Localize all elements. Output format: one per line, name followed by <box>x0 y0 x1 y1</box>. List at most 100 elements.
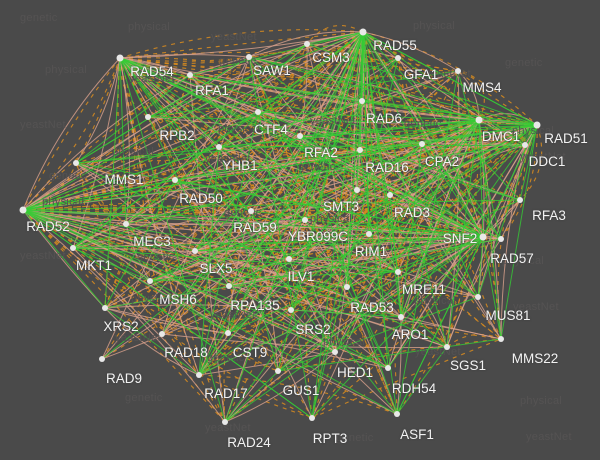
graph-node-label-rad50[interactable]: RAD50 <box>179 191 223 206</box>
graph-node-label-rad57[interactable]: RAD57 <box>490 251 534 266</box>
graph-node-label-aro1[interactable]: ARO1 <box>391 327 429 342</box>
graph-node-rad55[interactable] <box>359 28 367 36</box>
graph-node-label-ilv1[interactable]: ILV1 <box>287 269 315 284</box>
graph-node-label-rim1[interactable]: RIM1 <box>354 244 388 259</box>
graph-node-label-srs2[interactable]: SRS2 <box>295 322 331 337</box>
graph-node-cst9[interactable] <box>225 330 231 336</box>
graph-node-mms22[interactable] <box>498 336 504 342</box>
graph-node-rad24[interactable] <box>222 419 228 425</box>
graph-node-label-ddc1[interactable]: DDC1 <box>528 154 566 169</box>
graph-node-ybr099c[interactable] <box>302 217 308 223</box>
graph-node-label-msh6[interactable]: MSH6 <box>159 292 197 307</box>
graph-node-cpa2[interactable] <box>419 141 425 147</box>
graph-node-rad57[interactable] <box>498 236 504 242</box>
graph-node-label-gus1[interactable]: GUS1 <box>282 383 320 398</box>
graph-node-label-rad54[interactable]: RAD54 <box>130 64 174 79</box>
graph-node-label-rad59[interactable]: RAD59 <box>233 220 277 235</box>
graph-node-label-xrs2[interactable]: XRS2 <box>103 319 139 334</box>
graph-node-label-rad3[interactable]: RAD3 <box>393 205 431 220</box>
graph-node-ctf4[interactable] <box>255 109 261 115</box>
graph-node-label-rad16[interactable]: RAD16 <box>365 160 409 175</box>
graph-node-smt3[interactable] <box>354 187 360 193</box>
graph-node-rpt3[interactable] <box>309 415 315 421</box>
graph-node-ddc1[interactable] <box>522 142 528 148</box>
graph-node-label-rdh54[interactable]: RDH54 <box>391 381 437 396</box>
graph-node-rad9[interactable] <box>99 356 105 362</box>
graph-node-label-rad52[interactable]: RAD52 <box>26 219 70 234</box>
graph-node-label-cst9[interactable]: CST9 <box>232 345 268 360</box>
graph-node-label-rad55[interactable]: RAD55 <box>373 38 417 53</box>
graph-node-rfa2[interactable] <box>297 133 303 139</box>
graph-node-rfa3[interactable] <box>517 197 523 203</box>
graph-node-mec3[interactable] <box>123 221 129 227</box>
graph-node-label-rpb2[interactable]: RPB2 <box>159 128 195 143</box>
graph-node-rdh54[interactable] <box>385 365 391 371</box>
graph-node-label-slx5[interactable]: SLX5 <box>199 261 233 276</box>
graph-node-label-smt3[interactable]: SMT3 <box>322 199 360 214</box>
graph-node-label-mkt1[interactable]: MKT1 <box>75 258 113 273</box>
graph-node-label-ybr099c[interactable]: YBR099C <box>287 229 349 244</box>
graph-node-aro1[interactable] <box>398 314 404 320</box>
graph-node-xrs2[interactable] <box>102 305 108 311</box>
graph-node-label-gfa1[interactable]: GFA1 <box>403 67 439 82</box>
graph-node-label-mus81[interactable]: MUS81 <box>485 308 531 323</box>
graph-node-label-rfa2[interactable]: RFA2 <box>304 145 338 160</box>
graph-node-label-asf1[interactable]: ASF1 <box>400 427 434 442</box>
graph-node-rad59[interactable] <box>248 208 254 214</box>
graph-node-label-yhb1[interactable]: YHB1 <box>222 158 258 173</box>
graph-node-label-rad6[interactable]: RAD6 <box>365 111 403 126</box>
graph-node-mus81[interactable] <box>475 294 481 300</box>
graph-node-label-rfa1[interactable]: RFA1 <box>195 83 229 98</box>
graph-node-label-rad17[interactable]: RAD17 <box>204 386 248 401</box>
graph-node-rim1[interactable] <box>366 231 372 237</box>
graph-node-ilv1[interactable] <box>286 256 292 262</box>
graph-node-slx5[interactable] <box>192 248 198 254</box>
graph-node-label-rad24[interactable]: RAD24 <box>227 435 271 450</box>
graph-node-label-mms22[interactable]: MMS22 <box>511 351 559 366</box>
graph-node-csm3[interactable] <box>304 41 310 47</box>
graph-node-mms4[interactable] <box>455 68 461 74</box>
graph-node-label-mre11[interactable]: MRE11 <box>401 282 447 297</box>
graph-node-snf2[interactable] <box>479 233 487 241</box>
graph-node-label-rpt3[interactable]: RPT3 <box>312 431 348 446</box>
graph-node-label-sgs1[interactable]: SGS1 <box>449 358 487 373</box>
graph-node-label-rad53[interactable]: RAD53 <box>350 300 394 315</box>
graph-node-label-saw1[interactable]: SAW1 <box>253 63 291 78</box>
graph-node-label-rpa135[interactable]: RPA135 <box>230 298 280 313</box>
graph-node-label-mec3[interactable]: MEC3 <box>133 234 171 249</box>
graph-node-mkt1[interactable] <box>70 245 76 251</box>
graph-node-label-cpa2[interactable]: CPA2 <box>424 154 460 169</box>
graph-node-label-dmc1[interactable]: DMC1 <box>481 129 521 144</box>
graph-node-yhb1[interactable] <box>216 144 222 150</box>
graph-node-label-csm3[interactable]: CSM3 <box>312 50 350 65</box>
graph-node-rad51[interactable] <box>533 121 541 129</box>
graph-node-gfa1[interactable] <box>395 55 401 61</box>
graph-node-asf1[interactable] <box>394 411 400 417</box>
graph-node-rpb2[interactable] <box>145 114 151 120</box>
graph-node-label-snf2[interactable]: SNF2 <box>442 231 478 246</box>
graph-node-dmc1[interactable] <box>475 116 483 124</box>
graph-node-saw1[interactable] <box>246 54 252 60</box>
graph-node-msh6[interactable] <box>147 278 153 284</box>
graph-node-label-ctf4[interactable]: CTF4 <box>254 122 288 137</box>
graph-node-rad18[interactable] <box>159 331 165 337</box>
graph-node-rad54[interactable] <box>116 54 124 62</box>
graph-node-label-rad9[interactable]: RAD9 <box>105 371 143 386</box>
graph-node-rpa135[interactable] <box>226 283 232 289</box>
graph-node-mms1[interactable] <box>73 160 79 166</box>
graph-node-gus1[interactable] <box>275 368 281 374</box>
graph-node-rad50[interactable] <box>172 177 178 183</box>
graph-node-rad17[interactable] <box>196 372 202 378</box>
graph-node-mre11[interactable] <box>395 269 401 275</box>
graph-node-label-rfa3[interactable]: RFA3 <box>532 208 566 223</box>
graph-node-label-rad51[interactable]: RAD51 <box>544 131 588 146</box>
graph-node-rad16[interactable] <box>357 147 363 153</box>
graph-node-hed1[interactable] <box>332 349 338 355</box>
graph-node-rad6[interactable] <box>359 98 365 104</box>
graph-node-rad52[interactable] <box>19 206 27 214</box>
graph-node-rad3[interactable] <box>387 192 393 198</box>
graph-node-srs2[interactable] <box>288 307 294 313</box>
graph-node-rfa1[interactable] <box>187 72 193 78</box>
graph-node-label-mms1[interactable]: MMS1 <box>104 172 144 187</box>
